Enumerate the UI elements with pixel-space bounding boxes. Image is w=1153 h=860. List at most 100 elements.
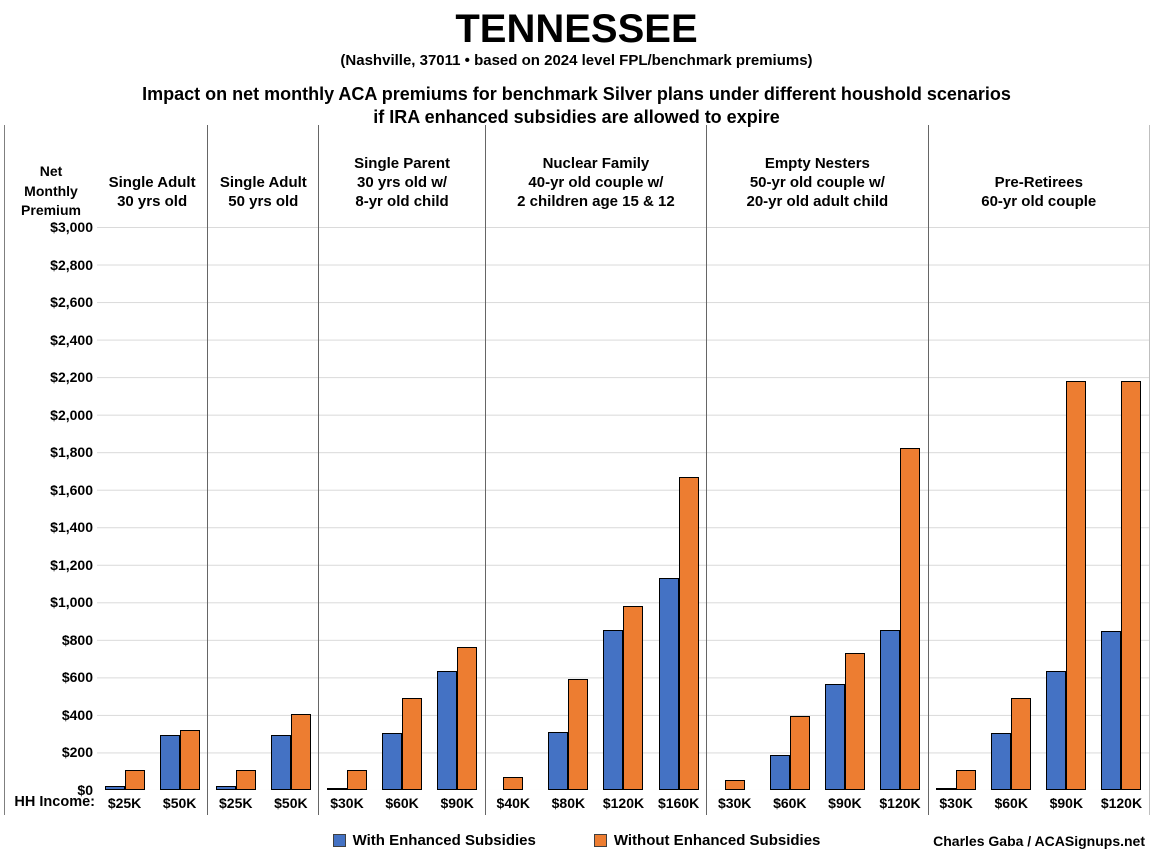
hh-income-tick-label: $30K (717, 795, 752, 811)
bar-pair-slot (152, 227, 207, 790)
scenario-group-title-line: 40-yr old couple w/ (528, 174, 664, 191)
x-axis-labels: $25K $50K (97, 790, 207, 815)
y-axis-title-line: Monthly (24, 182, 78, 199)
x-axis-labels: $25K $50K (208, 790, 318, 815)
plot-area (707, 227, 928, 790)
bar-without-subsidies (900, 448, 921, 790)
bar-without-subsidies (568, 679, 589, 790)
scenario-group: Pre-Retirees 60-yr old couple $30K $60K $90K… (927, 125, 1149, 815)
bar-with-subsidies (437, 671, 458, 790)
y-tick-label: $2,800 (50, 256, 93, 273)
bar-without-subsidies (124, 770, 145, 790)
bar-pair-slot (984, 227, 1039, 790)
plot-area (319, 227, 485, 790)
scenario-group-title: Nuclear Family 40-yr old couple w/2 child… (486, 125, 706, 227)
scenario-group-title-line: 2 children age 15 & 12 (517, 193, 675, 210)
bar-without-subsidies (1011, 698, 1032, 790)
bar-chart: Net Monthly Premium $3,000 $2,800 $2,600 $2… (4, 125, 1150, 815)
plot-area (485, 227, 707, 790)
scenario-group-title: Empty Nesters 50-yr old couple w/20-yr ol… (707, 125, 927, 227)
bar-pair-slot (430, 227, 485, 790)
scenario-group-title: Pre-Retirees 60-yr old couple (929, 125, 1149, 227)
hh-income-tick-label: $60K (994, 795, 1028, 811)
x-axis-labels: $40K $80K $120K $160K (486, 790, 706, 815)
scenario-group-title: Single Adult 50 yrs old (208, 125, 318, 227)
legend-label: With Enhanced Subsidies (352, 832, 536, 849)
bar-with-subsidies (159, 735, 180, 790)
bar-with-subsidies (936, 788, 957, 790)
bar-pair-slot (263, 227, 318, 790)
hh-income-tick-label: $60K (773, 795, 807, 811)
bar-with-subsidies (270, 735, 291, 790)
bar-without-subsidies (1121, 381, 1142, 790)
y-axis-title: Net Monthly Premium (5, 125, 97, 227)
scenario-group-title-line: 20-yr old adult child (746, 193, 889, 210)
bar-pair-slot (319, 227, 374, 790)
scenario-group-title-line: Pre-Retirees (994, 174, 1083, 191)
y-tick-label: $1,200 (50, 556, 93, 573)
hh-income-tick-label: $25K (107, 795, 142, 811)
y-tick-label: $600 (61, 669, 93, 686)
bar-with-subsidies (1046, 671, 1067, 790)
bar-pair-slot (375, 227, 430, 790)
y-tick-label: $2,600 (50, 294, 93, 311)
y-tick-label: $2,200 (50, 369, 93, 386)
y-axis: Net Monthly Premium $3,000 $2,800 $2,600 $2… (5, 125, 97, 815)
bar-without-subsidies (678, 477, 699, 790)
scenario-group-title-line: 30 yrs old (117, 193, 188, 210)
scenario-group: Single Parent 30 yrs old w/8-yr old child… (318, 125, 485, 815)
bar-with-subsidies (548, 732, 569, 790)
with-subsidies-swatch-icon (332, 834, 346, 847)
hh-income-tick-label: $120K (602, 795, 645, 811)
bar-pair-slot (872, 227, 927, 790)
bar-without-subsidies (290, 714, 311, 790)
scenario-group-title-line: Empty Nesters (764, 155, 870, 172)
title-block: TENNESSEE (Nashville, 37011 • based on 2… (0, 0, 1153, 129)
plot-area (97, 227, 208, 790)
hh-income-tick-label: $50K (274, 795, 308, 811)
bar-without-subsidies (503, 777, 524, 790)
bar-without-subsidies (457, 647, 478, 790)
legend-item-with-subsidies: With Enhanced Subsidies (332, 832, 536, 849)
bar-pair-slot (1094, 227, 1149, 790)
bar-pair-slot (651, 227, 706, 790)
y-axis-title-line: Premium (21, 202, 81, 219)
hh-income-label: HH Income: (14, 794, 95, 810)
bar-with-subsidies (104, 786, 125, 790)
hh-income-tick-label: $160K (657, 795, 700, 811)
bar-without-subsidies (1066, 381, 1087, 790)
y-tick-label: $1,400 (50, 519, 93, 536)
x-axis-labels: $30K $60K $90K $120K (707, 790, 927, 815)
y-tick-label: $200 (61, 744, 93, 761)
scenario-group-title-line: 50 yrs old (228, 193, 299, 210)
bar-with-subsidies (769, 755, 790, 790)
x-axis-labels: $30K $60K $90K $120K (929, 790, 1149, 815)
scenario-group: Single Adult 50 yrs old $25K $50K (207, 125, 319, 815)
scenario-group-title-line: 60-yr old couple (981, 193, 1097, 210)
bar-without-subsidies (623, 606, 644, 790)
bar-pair-slot (596, 227, 651, 790)
without-subsidies-swatch-icon (593, 834, 607, 847)
bar-with-subsidies (326, 788, 347, 790)
scenario-group-title-line: Single Adult (108, 174, 196, 191)
hh-income-tick-label: $90K (440, 795, 474, 811)
bar-without-subsidies (179, 730, 200, 790)
scenario-group: Empty Nesters 50-yr old couple w/20-yr ol… (706, 125, 928, 815)
bar-without-subsidies (724, 780, 745, 790)
hh-income-tick-label: $30K (939, 795, 973, 811)
y-tick-label: $3,000 (50, 219, 93, 235)
chart-heading: Impact on net monthly ACA premiums for b… (0, 83, 1153, 129)
bar-with-subsidies (603, 630, 624, 790)
y-tick-labels: $3,000 $2,800 $2,600 $2,400 $2,200 $2,000 $1,8… (5, 219, 97, 798)
bar-pair-slot (817, 227, 872, 790)
bar-without-subsidies (956, 770, 977, 790)
bar-without-subsidies (789, 716, 810, 790)
scenario-group-title-line: Nuclear Family (542, 155, 650, 172)
hh-income-tick-label: $25K (219, 795, 253, 811)
y-tick-label: $2,000 (50, 406, 93, 423)
page-title: TENNESSEE (455, 7, 698, 51)
chart-groups: Single Adult 30 yrs old $25K $50K Single Adu… (97, 125, 1150, 815)
bar-pair-slot (97, 227, 152, 790)
plot-area (208, 227, 319, 790)
